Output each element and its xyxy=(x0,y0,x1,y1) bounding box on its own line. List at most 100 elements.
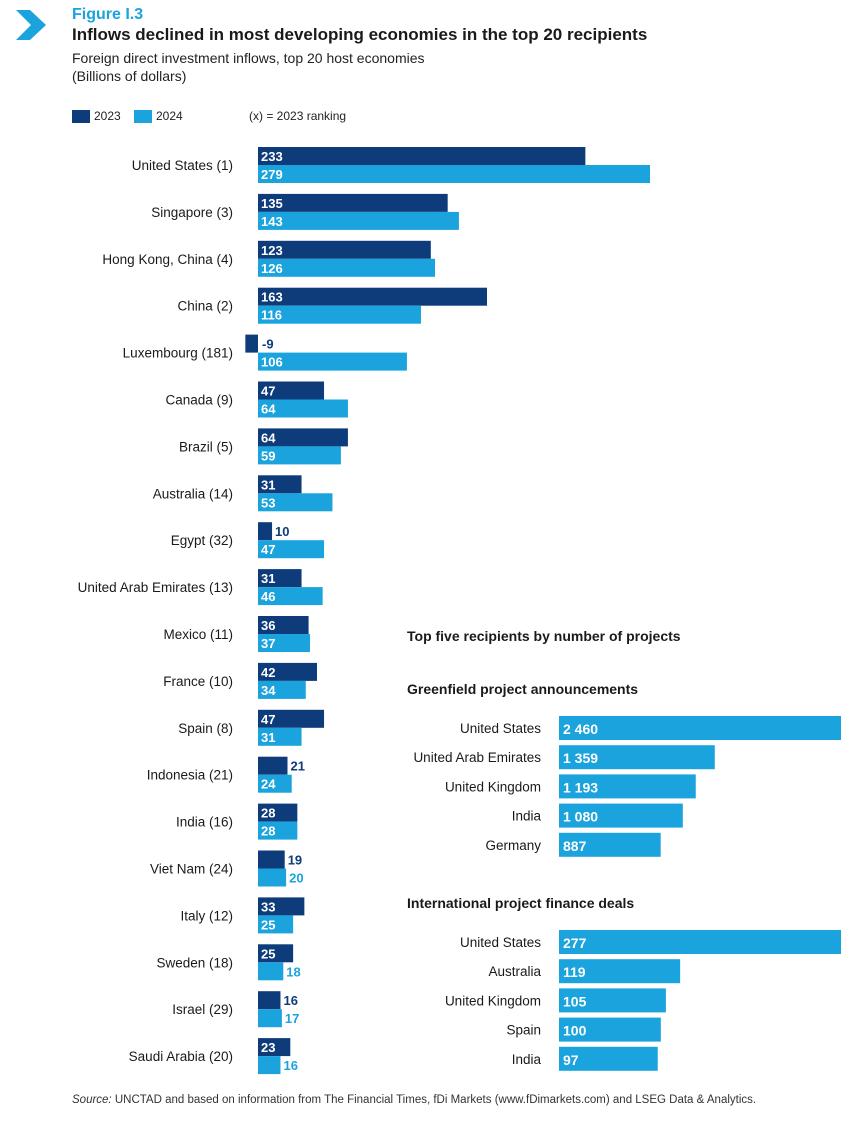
bar-value-label: 33 xyxy=(261,899,275,914)
bar-2024 xyxy=(258,540,325,559)
chevron-logo-icon xyxy=(16,10,46,40)
bar-value-label: 59 xyxy=(261,448,275,463)
bar-value-label: 37 xyxy=(261,636,275,651)
category-label: Saudi Arabia (20) xyxy=(129,1049,233,1064)
bar-2023 xyxy=(258,147,586,165)
bar-value-label: 106 xyxy=(261,355,283,370)
category-label: China (2) xyxy=(177,299,233,314)
bar-2023 xyxy=(258,381,325,400)
bar-value-label: 123 xyxy=(261,243,283,258)
bar-2023 xyxy=(258,428,348,447)
source-text: UNCTAD and based on information from The… xyxy=(114,1094,757,1106)
bar-2024 xyxy=(258,165,650,183)
bar-2024 xyxy=(258,493,333,512)
bar-value-label: 135 xyxy=(261,196,283,211)
category-label: France (10) xyxy=(163,674,233,689)
bar-value-label: 16 xyxy=(283,1058,297,1073)
bar-value-label: 25 xyxy=(261,917,275,932)
bar-value-label: 20 xyxy=(289,871,303,886)
bar-value-label: 31 xyxy=(261,730,275,745)
legend-label-2023: 2023 xyxy=(94,109,121,123)
bar-2024 xyxy=(258,634,310,652)
figure-unit: (Billions of dollars) xyxy=(72,68,187,84)
inset-panel-title-finance: International project finance deals xyxy=(407,895,635,911)
bar-2023 xyxy=(258,569,302,588)
bar-2023 xyxy=(258,709,325,728)
bar-2023 xyxy=(258,944,294,963)
bar-value-label: 28 xyxy=(261,824,275,839)
bar-2024 xyxy=(258,774,292,793)
category-label: Spain (8) xyxy=(178,721,233,736)
bar-value-label: 31 xyxy=(261,477,275,492)
figure-label: Figure I.3 xyxy=(72,6,144,23)
figure-subtitle: Foreign direct investment inflows, top 2… xyxy=(72,50,425,66)
bar-2023 xyxy=(258,756,288,775)
inset-panel-title-greenfield: Greenfield project announcements xyxy=(407,681,639,697)
bar-value-label: 42 xyxy=(261,665,275,680)
category-label: Egypt (32) xyxy=(171,533,233,548)
bar-2023 xyxy=(258,287,488,306)
category-label: Indonesia (21) xyxy=(147,768,233,783)
source-label: Source: xyxy=(72,1094,112,1106)
category-label: Italy (12) xyxy=(180,908,233,923)
category-label: Canada (9) xyxy=(165,393,233,408)
bar-2023 xyxy=(258,991,281,1010)
bar-value-label: 126 xyxy=(261,261,283,276)
category-label: Mexico (11) xyxy=(163,627,233,642)
bar-2024 xyxy=(258,1056,281,1075)
category-label: United Arab Emirates (13) xyxy=(78,580,233,595)
legend-swatch-2024 xyxy=(134,110,152,123)
bar-2024 xyxy=(258,962,284,981)
bar-2023 xyxy=(258,1038,291,1057)
inset-title: Top five recipients by number of project… xyxy=(407,628,681,644)
bar-2024 xyxy=(258,821,298,840)
category-label: Singapore (3) xyxy=(151,205,233,220)
bar-value-label: 163 xyxy=(261,290,283,305)
bar-2023 xyxy=(258,850,285,869)
source-note: Source: UNCTAD and based on information … xyxy=(72,1093,772,1108)
bar-value-label: 46 xyxy=(261,589,275,604)
bar-2023 xyxy=(258,662,318,681)
bar-2023 xyxy=(245,334,258,353)
bar-value-label: 36 xyxy=(261,618,275,633)
bar-2024 xyxy=(258,211,459,230)
category-label: Viet Nam (24) xyxy=(150,862,233,877)
bar-value-label: 47 xyxy=(261,712,275,727)
bar-value-label: 31 xyxy=(261,571,275,586)
bar-value-label: 53 xyxy=(261,495,275,510)
category-label: Brazil (5) xyxy=(179,439,233,454)
bar-2024 xyxy=(258,305,421,324)
bar-value-label: 34 xyxy=(261,683,276,698)
bar-2024 xyxy=(258,1009,282,1028)
bar-value-label: 47 xyxy=(261,384,275,399)
category-label: United States (1) xyxy=(132,158,233,173)
figure-title: Inflows declined in most developing econ… xyxy=(72,25,648,44)
bar-2023 xyxy=(258,193,448,212)
bar-value-label: 25 xyxy=(261,946,275,961)
bar-value-label: -9 xyxy=(262,337,274,352)
category-label: Australia (14) xyxy=(153,486,233,501)
bar-2024 xyxy=(258,680,306,699)
category-label: Sweden (18) xyxy=(156,955,233,970)
bar-2024 xyxy=(258,587,323,606)
category-label: Luxembourg (181) xyxy=(123,346,233,361)
bar-2024 xyxy=(258,915,294,934)
legend-swatch-2023 xyxy=(72,110,90,123)
bar-value-label: 28 xyxy=(261,806,275,821)
bar-value-label: 21 xyxy=(291,759,305,774)
category-label: Hong Kong, China (4) xyxy=(102,252,233,267)
bar-2024 xyxy=(258,727,302,746)
bar-value-label: 10 xyxy=(275,524,289,539)
bar-value-label: 143 xyxy=(261,214,283,229)
bar-value-label: 116 xyxy=(261,308,282,323)
bar-value-label: 23 xyxy=(261,1040,275,1055)
bar-2023 xyxy=(258,897,305,916)
bar-2024 xyxy=(258,258,436,277)
legend-note: (x) = 2023 ranking xyxy=(249,109,347,123)
bar-value-label: 24 xyxy=(261,777,276,792)
bar-value-label: 18 xyxy=(286,964,300,979)
bar-2024 xyxy=(258,399,348,418)
bar-2023 xyxy=(258,803,298,822)
bar-value-label: 279 xyxy=(261,167,283,182)
